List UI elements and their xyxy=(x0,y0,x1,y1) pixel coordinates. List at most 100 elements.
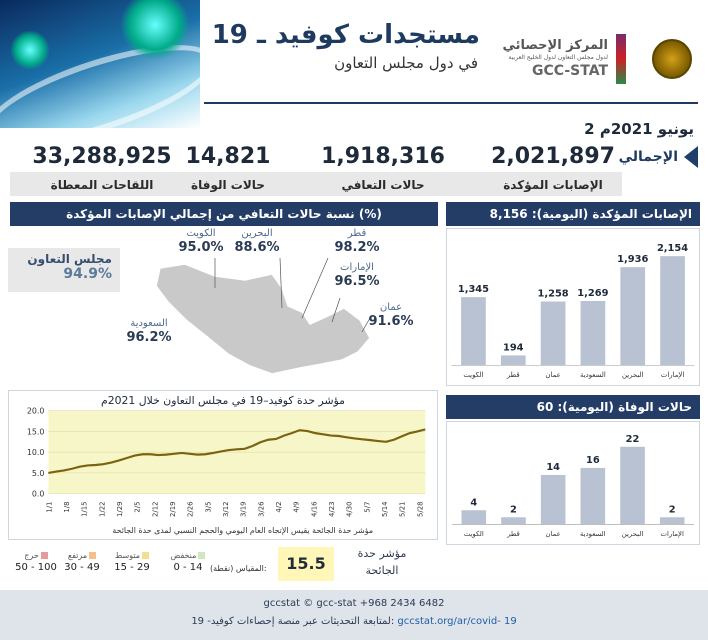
severity-index-label: مؤشر حدة الجائحة xyxy=(357,547,407,577)
confirmed-chart-title: الإصابات المؤكدة (اليومية): xyxy=(531,207,692,221)
footer-contacts: gccstat © gcc-stat +968 2434 6482 xyxy=(263,598,445,609)
org-name-ar: المركز الإحصائي xyxy=(502,37,608,53)
severity-series-line xyxy=(48,428,426,474)
gcc-stat-logo: المركز الإحصائي لدول مجلس التعاون لدول ا… xyxy=(502,34,692,84)
kpi-confirmed-value: 2,021,897 xyxy=(491,144,615,169)
recovery-heading: نسبة حالات التعافي من إجمالي الإصابات ال… xyxy=(10,202,438,226)
x-tick-0: 1/1 xyxy=(45,502,53,513)
footer-bar xyxy=(0,590,708,640)
kpi-recovered-value: 1,918,316 xyxy=(321,144,445,169)
x-tick-21: 5/28 xyxy=(416,502,424,517)
x-tick-1: 1/8 xyxy=(63,502,71,513)
x-tick-13: 4/2 xyxy=(275,502,283,513)
bar-category-label-4: البحرين xyxy=(622,371,644,379)
bar-category-label-1: قطر xyxy=(506,530,520,538)
x-tick-3: 1/22 xyxy=(98,502,106,517)
x-tick-7: 2/19 xyxy=(169,502,177,517)
bar-5 xyxy=(659,517,685,525)
footer-url-link[interactable]: gccstat.org/ar/covid- 19 xyxy=(397,616,517,627)
footer-follow: لمتابعة التحديثات عبر منصة إحصاءات كوفيد… xyxy=(0,616,708,627)
kpi-vaccines-value: 33,288,925 xyxy=(32,144,172,169)
deaths-chart-heading: حالات الوفاة (اليومية): 60 xyxy=(446,395,700,419)
kpi-label-row xyxy=(10,172,622,196)
gcc-recovery-value: 94.9% xyxy=(63,266,112,282)
bar-category-label-3: السعودية xyxy=(580,371,606,379)
kpi-deaths-value: 14,821 xyxy=(185,144,271,169)
y-tick-1: 5.0 xyxy=(32,469,45,478)
bar-3 xyxy=(580,300,606,366)
x-tick-16: 4/23 xyxy=(328,502,336,517)
severity-line-chart: مؤشر حدة كوفيد–19 في مجلس التعاون خلال 2… xyxy=(8,390,438,540)
gcc-seal-icon xyxy=(652,39,692,79)
x-tick-18: 5/7 xyxy=(363,502,371,513)
bar-value-label-2: 1,258 xyxy=(537,289,568,300)
header-image xyxy=(0,0,200,128)
bar-1 xyxy=(501,517,526,525)
x-tick-8: 2/26 xyxy=(187,502,195,517)
x-tick-6: 2/12 xyxy=(151,502,159,517)
total-marker: الإجمالي xyxy=(619,146,698,168)
bar-value-label-3: 16 xyxy=(586,455,600,466)
bar-category-label-0: الكويت xyxy=(463,371,483,379)
bar-category-label-4: البحرين xyxy=(622,530,644,538)
confirmed-bar-chart: 1,345 الكويت 194 قطر 1,258 عمان 1,269 السعودية 1… xyxy=(446,228,700,386)
x-tick-19: 5/14 xyxy=(381,502,389,517)
gcc-map xyxy=(155,257,371,375)
severity-scale-label: المقياس (نقطة): xyxy=(210,564,267,573)
bar-value-label-4: 1,936 xyxy=(617,254,648,265)
stat-wave-icon xyxy=(616,34,626,84)
bar-value-label-1: 2 xyxy=(510,504,517,515)
y-tick-2: 10.0 xyxy=(27,448,45,457)
bar-value-label-0: 4 xyxy=(470,497,477,508)
total-label: الإجمالي xyxy=(618,149,678,165)
bar-value-label-1: 194 xyxy=(503,342,524,353)
page-subtitle: في دول مجلس التعاون xyxy=(334,54,478,72)
x-tick-9: 3/5 xyxy=(204,502,212,513)
legend-low: منخفض 0 - 14 xyxy=(168,551,208,573)
confirmed-chart-total: 8,156 xyxy=(489,207,528,221)
bar-category-label-1: قطر xyxy=(506,371,520,379)
deaths-chart-total: 60 xyxy=(536,400,554,414)
x-tick-14: 4/9 xyxy=(293,502,301,513)
x-tick-12: 3/26 xyxy=(257,502,265,517)
line-chart-title: مؤشر حدة كوفيد–19 في مجلس التعاون خلال 2… xyxy=(101,394,345,407)
bar-value-label-3: 1,269 xyxy=(577,288,608,299)
bar-category-label-5: الإمارات xyxy=(661,530,684,538)
bar-category-label-3: السعودية xyxy=(580,530,606,538)
x-tick-5: 2/5 xyxy=(134,502,142,513)
kpi-vaccines-label: اللقاحات المعطاة xyxy=(50,178,154,192)
arrow-left-icon xyxy=(684,146,698,168)
bar-value-label-4: 22 xyxy=(626,434,640,445)
map-label-uae: الإمارات 96.5% xyxy=(334,262,380,289)
bar-category-label-0: الكويت xyxy=(464,530,484,538)
x-tick-10: 3/12 xyxy=(222,502,230,517)
confirmed-chart-heading: الإصابات المؤكدة (اليومية): 8,156 xyxy=(446,202,700,226)
x-tick-15: 4/16 xyxy=(310,502,318,517)
x-tick-4: 1/29 xyxy=(116,502,124,517)
bar-value-label-0: 1,345 xyxy=(458,284,489,295)
x-tick-20: 5/21 xyxy=(399,502,407,517)
bar-0 xyxy=(461,510,487,525)
bar-2 xyxy=(540,474,566,525)
header-divider xyxy=(204,102,698,104)
page-title: مستجدات كوفيد ـ 19 xyxy=(211,20,480,50)
y-tick-4: 20.0 xyxy=(27,407,45,416)
map-label-bahrain: البحرين 88.6% xyxy=(234,228,280,255)
bar-2 xyxy=(540,301,566,366)
map-label-oman: عمان 91.6% xyxy=(368,302,414,329)
bar-1 xyxy=(500,355,526,366)
legend-high: مرتفع 30 - 49 xyxy=(64,551,100,573)
deaths-chart-title: حالات الوفاة (اليومية): xyxy=(557,400,692,414)
map-label-kuwait: الكويت 95.0% xyxy=(178,228,224,255)
legend-medium: متوسط 15 - 29 xyxy=(114,551,150,573)
bar-value-label-5: 2 xyxy=(669,504,676,515)
map-label-qatar: قطر 98.2% xyxy=(334,228,380,255)
x-tick-2: 1/15 xyxy=(81,502,89,517)
deaths-bar-chart: 4 الكويت 2 قطر 14 عمان 16 السعودية 22 البحرين 2 الإ… xyxy=(446,421,700,545)
gcc-recovery-box: مجلس التعاون 94.9% xyxy=(8,248,120,292)
kpi-deaths-label: حالات الوفاة xyxy=(191,178,265,192)
bar-3 xyxy=(580,467,606,525)
x-tick-11: 3/19 xyxy=(240,502,248,517)
bar-4 xyxy=(620,446,645,525)
y-tick-3: 15.0 xyxy=(27,427,45,436)
